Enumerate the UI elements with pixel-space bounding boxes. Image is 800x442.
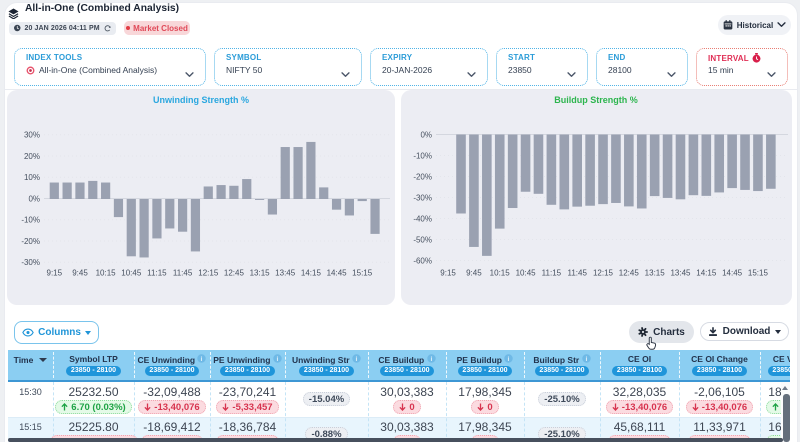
svg-text:9:45: 9:45 [466,269,482,278]
svg-text:12:45: 12:45 [619,269,640,278]
svg-text:0%: 0% [420,130,432,139]
svg-text:i: i [585,355,587,362]
svg-text:12:45: 12:45 [224,269,245,278]
svg-text:13:45: 13:45 [275,269,296,278]
svg-text:12:15: 12:15 [593,269,614,278]
svg-text:Unwinding Strength %: Unwinding Strength % [153,95,249,105]
svg-text:10:15: 10:15 [96,269,117,278]
svg-text:10:45: 10:45 [121,269,142,278]
svg-text:-20%: -20% [413,172,432,181]
svg-text:15:15: 15:15 [748,269,769,278]
svg-text:14:15: 14:15 [696,269,717,278]
svg-text:i: i [430,355,432,362]
svg-text:-10%: -10% [413,151,432,160]
svg-text:10:45: 10:45 [516,269,537,278]
svg-text:11:15: 11:15 [542,269,562,278]
svg-text:14:15: 14:15 [301,269,322,278]
svg-text:10%: 10% [24,173,40,182]
svg-text:15:15: 15:15 [352,269,373,278]
svg-text:i: i [201,355,203,362]
svg-text:-20%: -20% [21,237,40,246]
svg-text:9:15: 9:15 [47,269,63,278]
svg-text:i: i [276,355,278,362]
svg-text:11:45: 11:45 [567,269,587,278]
svg-text:11:45: 11:45 [173,269,193,278]
svg-text:20%: 20% [24,152,40,161]
svg-text:-50%: -50% [413,235,432,244]
svg-text:12:15: 12:15 [198,269,219,278]
svg-text:14:45: 14:45 [722,269,743,278]
svg-text:-30%: -30% [21,258,40,267]
svg-text:9:15: 9:15 [440,269,456,278]
svg-text:-40%: -40% [413,214,432,223]
svg-text:10:15: 10:15 [490,269,511,278]
svg-text:13:15: 13:15 [645,269,666,278]
svg-text:30%: 30% [24,131,40,140]
svg-text:14:45: 14:45 [327,269,348,278]
svg-text:11:15: 11:15 [147,269,167,278]
svg-text:i: i [508,355,510,362]
svg-text:Buildup Strength %: Buildup Strength % [554,95,638,105]
svg-text:0%: 0% [28,194,40,203]
svg-text:13:15: 13:15 [250,269,271,278]
svg-text:-10%: -10% [21,216,40,225]
svg-text:i: i [356,355,358,362]
svg-text:-30%: -30% [413,193,432,202]
svg-text:-60%: -60% [413,256,432,265]
svg-text:13:45: 13:45 [670,269,691,278]
svg-text:9:45: 9:45 [72,269,88,278]
